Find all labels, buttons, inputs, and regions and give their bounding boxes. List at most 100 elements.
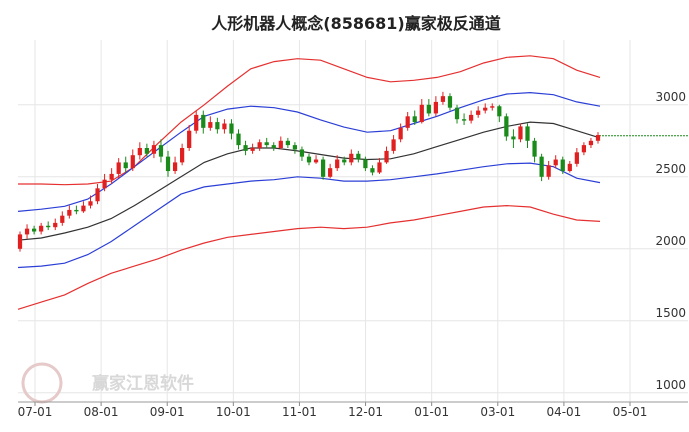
candle-body — [553, 159, 558, 166]
candle-body — [419, 104, 424, 123]
series-outer-upper — [18, 55, 601, 186]
candle-body — [95, 188, 100, 202]
candle-body — [588, 140, 594, 146]
candle-body — [60, 215, 65, 223]
candle-body — [511, 136, 516, 140]
candle-body — [222, 123, 227, 130]
candle-body — [264, 142, 269, 146]
candle-body — [595, 135, 601, 141]
candle-body — [342, 159, 347, 163]
candle-body — [271, 145, 276, 148]
candle-body — [151, 145, 157, 154]
candle-body — [172, 162, 178, 172]
candle-body — [539, 156, 544, 177]
candle-body — [109, 173, 114, 180]
candle-body — [158, 145, 164, 157]
candle-body — [398, 127, 403, 140]
candle-body — [320, 159, 326, 177]
candle-body — [53, 222, 58, 228]
y-axis: 3000 2500 2000 1500 1000 — [655, 90, 686, 392]
candle-body — [67, 209, 72, 216]
candle-body — [201, 114, 206, 128]
candle-body — [574, 152, 579, 164]
candle-body — [81, 205, 86, 212]
candle-body — [144, 148, 149, 154]
candle-body — [299, 149, 305, 157]
candle-body — [391, 139, 396, 151]
candle-body — [243, 145, 248, 151]
candle-body — [581, 145, 587, 153]
candle-body — [130, 155, 135, 169]
candle-body — [356, 153, 361, 160]
candle-body — [137, 148, 142, 156]
watermark: 赢家江恩软件 — [21, 362, 194, 404]
candle-body — [349, 153, 354, 163]
candle-body — [194, 114, 199, 131]
candle-body — [187, 130, 192, 148]
x-tick-label: 05-01 — [613, 405, 648, 419]
y-tick-label: 1000 — [655, 378, 686, 392]
candle-body — [24, 228, 30, 235]
candle-body — [525, 126, 530, 141]
x-axis: 07-01 08-01 09-01 10-01 11-01 12-01 01-01 03-01… — [18, 401, 688, 419]
x-tick-label: 12-01 — [348, 405, 383, 419]
candle-body — [546, 165, 551, 177]
candle-body — [46, 225, 51, 228]
candle-body — [363, 159, 368, 169]
series-inner-upper — [17, 91, 601, 212]
candle-body — [328, 168, 333, 177]
x-tick-label: 08-01 — [84, 405, 119, 419]
candle-body — [208, 122, 213, 128]
x-tick-label: 10-01 — [216, 405, 251, 419]
candle-body — [335, 159, 340, 169]
series-middle — [17, 121, 601, 241]
candle-body — [123, 162, 128, 169]
candle-body — [433, 101, 438, 114]
candle-body — [370, 168, 375, 173]
chart-title: 人形机器人概念(858681)赢家极反通道 — [211, 14, 500, 33]
x-tick-label: 01-01 — [414, 405, 449, 419]
candle-body — [278, 140, 283, 148]
candle-body — [377, 162, 382, 173]
candle-body — [426, 104, 431, 114]
series-inner-lower — [17, 162, 601, 269]
candle-body — [306, 156, 312, 163]
candle-body — [504, 116, 509, 137]
candle-body — [215, 122, 220, 130]
watermark-text: 赢家江恩软件 — [92, 373, 194, 394]
candle-body — [102, 179, 107, 189]
y-tick-label: 2500 — [655, 162, 686, 176]
candle-body — [31, 228, 37, 232]
candle-body — [180, 148, 185, 163]
candle-body — [469, 114, 474, 121]
candlesticks — [17, 91, 601, 252]
candle-body — [405, 116, 410, 128]
y-tick-label: 1500 — [655, 306, 686, 320]
channel-lines — [17, 55, 688, 310]
watermark-logo — [21, 362, 63, 404]
x-tick-label: 03-01 — [480, 405, 515, 419]
candle-body — [74, 209, 79, 212]
candle-body — [250, 148, 255, 151]
x-tick-label: 07-01 — [18, 405, 53, 419]
candle-body — [518, 126, 523, 140]
candle-body — [285, 140, 290, 146]
candle-body — [257, 142, 262, 148]
candle-body — [292, 145, 298, 150]
candle-body — [490, 106, 495, 108]
x-tick-label: 04-01 — [546, 405, 581, 419]
candle-body — [236, 133, 241, 146]
grid — [18, 40, 688, 402]
candle-body — [461, 119, 467, 121]
candle-body — [313, 159, 319, 163]
candle-body — [476, 110, 481, 115]
candle-body — [165, 156, 171, 172]
candle-body — [567, 163, 572, 172]
candle-body — [412, 116, 417, 123]
x-tick-label: 11-01 — [282, 405, 317, 419]
candle-body — [560, 159, 565, 172]
candle-body — [483, 107, 488, 111]
candle-body — [447, 96, 453, 108]
